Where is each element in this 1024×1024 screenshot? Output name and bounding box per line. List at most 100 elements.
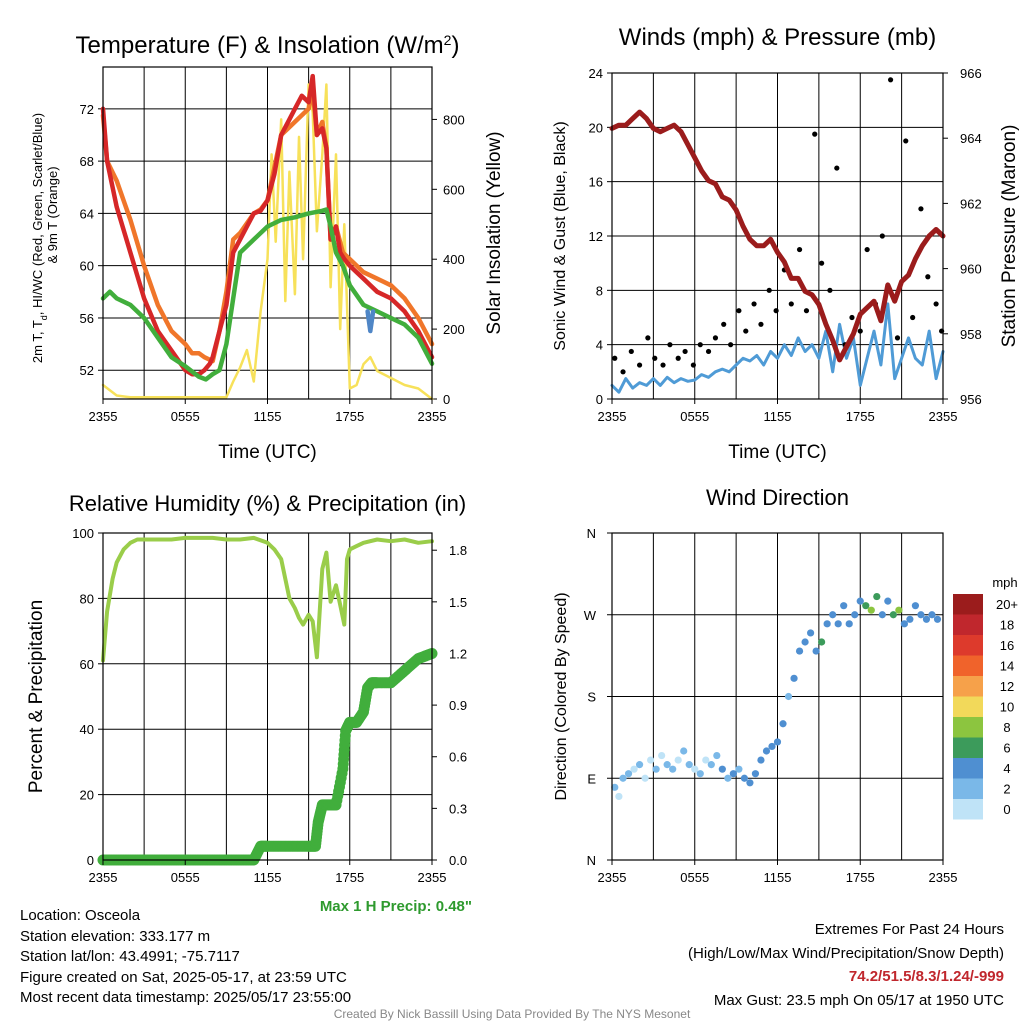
wind-panel-ylabel: Sonic Wind & Gust (Blue, Black) [552,121,569,350]
station-elevation: Station elevation: 333.177 m [20,927,211,945]
wind-direction-point [696,770,704,778]
wind-direction-point [718,765,726,773]
temp-panel-title: Temperature (F) & Insolation (W/m2) [76,32,460,59]
gust-point [645,335,651,341]
gust-point [925,274,931,280]
wind-direction-point [840,602,848,610]
wind-direction-point [928,611,936,619]
wind-direction-point [900,620,908,628]
wind-direction-point [784,692,793,701]
gust-point [933,301,939,307]
wind-direction-point [691,765,699,773]
wind-direction-point [729,770,737,778]
wind-direction-point [867,606,875,614]
direction-panel-xtick-label: 1755 [846,870,875,885]
speed-legend-label: 8 [1003,720,1010,735]
rh-panel-ytick-label: 20 [80,788,94,803]
wind-panel-xtick-label: 2355 [598,409,627,424]
direction-panel-ytick-label: W [584,608,597,623]
gust-point [803,308,810,314]
wind-direction-point [779,720,787,728]
wind-direction-point [680,747,688,755]
rh-panel-ytick-label: 40 [80,722,94,737]
rh-panel-y2tick-label: 1.2 [449,646,467,661]
speed-legend-title: mph [992,575,1017,590]
speed-legend-swatch [953,635,983,656]
wind-panel-ytick-label: 16 [589,175,603,190]
rh-panel-y2tick-label: 1.5 [449,595,467,610]
temp-panel-ytick-label: 52 [80,363,94,378]
gust-point [788,301,794,307]
wind-direction-point [834,620,842,628]
wind-direction-point [818,638,826,646]
wind-direction-point [635,761,644,769]
extremes-block: Extremes For Past 24 Hours (High/Low/Max… [688,918,1004,1012]
speed-legend-label: 10 [1000,700,1014,715]
direction-panel-xtick-label: 2355 [929,870,958,885]
temp-panel-ylabel: 2m T, Td, HI/WC (Red, Green, Scarlet/Blu… [30,113,49,363]
rh-panel-xtick-label: 0555 [171,870,200,885]
figure-created: Figure created on Sat, 2025-05-17, at 23… [20,968,347,986]
gust-point [675,355,681,361]
speed-legend-label: 18 [1000,618,1014,633]
gust-point [628,348,634,355]
gust-point [697,342,703,348]
wind-direction-point [812,647,820,655]
wind-direction-point [746,779,754,787]
wind-panel-xtick-label: 0555 [680,409,709,424]
direction-panel-title: Wind Direction [706,485,849,510]
speed-legend-swatch [953,737,983,758]
direction-panel-xtick-label: 2355 [598,870,627,885]
wind-panel-ytick-label: 20 [589,120,603,135]
temp-panel-ytick-label: 60 [80,259,94,274]
temp-panel-xtick-label: 0555 [171,409,200,424]
speed-legend-label: 4 [1003,761,1010,776]
temp-panel-ylabel2: Solar Insolation (Yellow) [484,131,505,334]
relative-humidity-line [101,535,434,663]
temp-panel-y2tick-label: 400 [443,252,465,267]
solar-insolation-line [101,83,434,401]
wind-direction-point [762,747,771,755]
gust-point [773,308,779,314]
recent-timestamp: Most recent data timestamp: 2025/05/17 2… [20,989,352,1006]
wind-panel-xtick-label: 2355 [929,409,958,424]
rh-panel-xtick-label: 1755 [335,870,364,885]
wind-direction-point [685,761,693,769]
wind-direction-point [884,597,892,605]
wind-panel-y2tick-label: 956 [960,392,982,407]
rh-panel-y2tick-label: 1.8 [449,543,467,558]
gust-point [736,308,742,314]
station-latlon: Station lat/lon: 43.4991; -75.7117 [20,948,240,965]
wind-direction-point [889,611,897,619]
temp-panel-xtick-label: 2355 [418,409,447,424]
wind-panel-xtick-label: 1755 [846,409,875,424]
wind-direction-point [615,792,623,801]
wind-panel-ylabel2: Station Pressure (Maroon) [999,125,1020,348]
wind-direction-point [823,620,831,628]
wind-direction-point [862,602,870,610]
gust-point [728,342,734,348]
wind-direction-point [906,615,914,623]
rh-panel-xtick-label: 2355 [418,870,447,885]
direction-panel-xtick-label: 0555 [680,870,709,885]
wind-direction-point [856,597,864,605]
rh-panel-y2tick-label: 0.6 [449,750,467,765]
rh-panel-ylabel: Percent & Precipitation [26,600,47,793]
gust-point [667,342,673,348]
max-precip-note: Max 1 H Precip: 0.48" [320,898,472,915]
gust-point [766,287,772,293]
rh-panel-title: Relative Humidity (%) & Precipitation (i… [69,491,466,516]
wind-direction-point [911,602,920,610]
wind-direction-point [658,751,666,760]
direction-panel-xtick-label: 1155 [764,870,792,885]
temp-panel-ylabel-line2: & 9m T (Orange) [45,166,60,263]
station-info: Location: Osceola Station elevation: 333… [20,906,351,1009]
gust-point [652,355,658,361]
gust-point [751,301,757,307]
gust-point [849,314,855,321]
gust-point [894,335,901,341]
temp-panel-xlabel: Time (UTC) [218,442,317,463]
wind-panel-ytick-label: 12 [589,229,603,244]
gust-point [660,362,666,368]
